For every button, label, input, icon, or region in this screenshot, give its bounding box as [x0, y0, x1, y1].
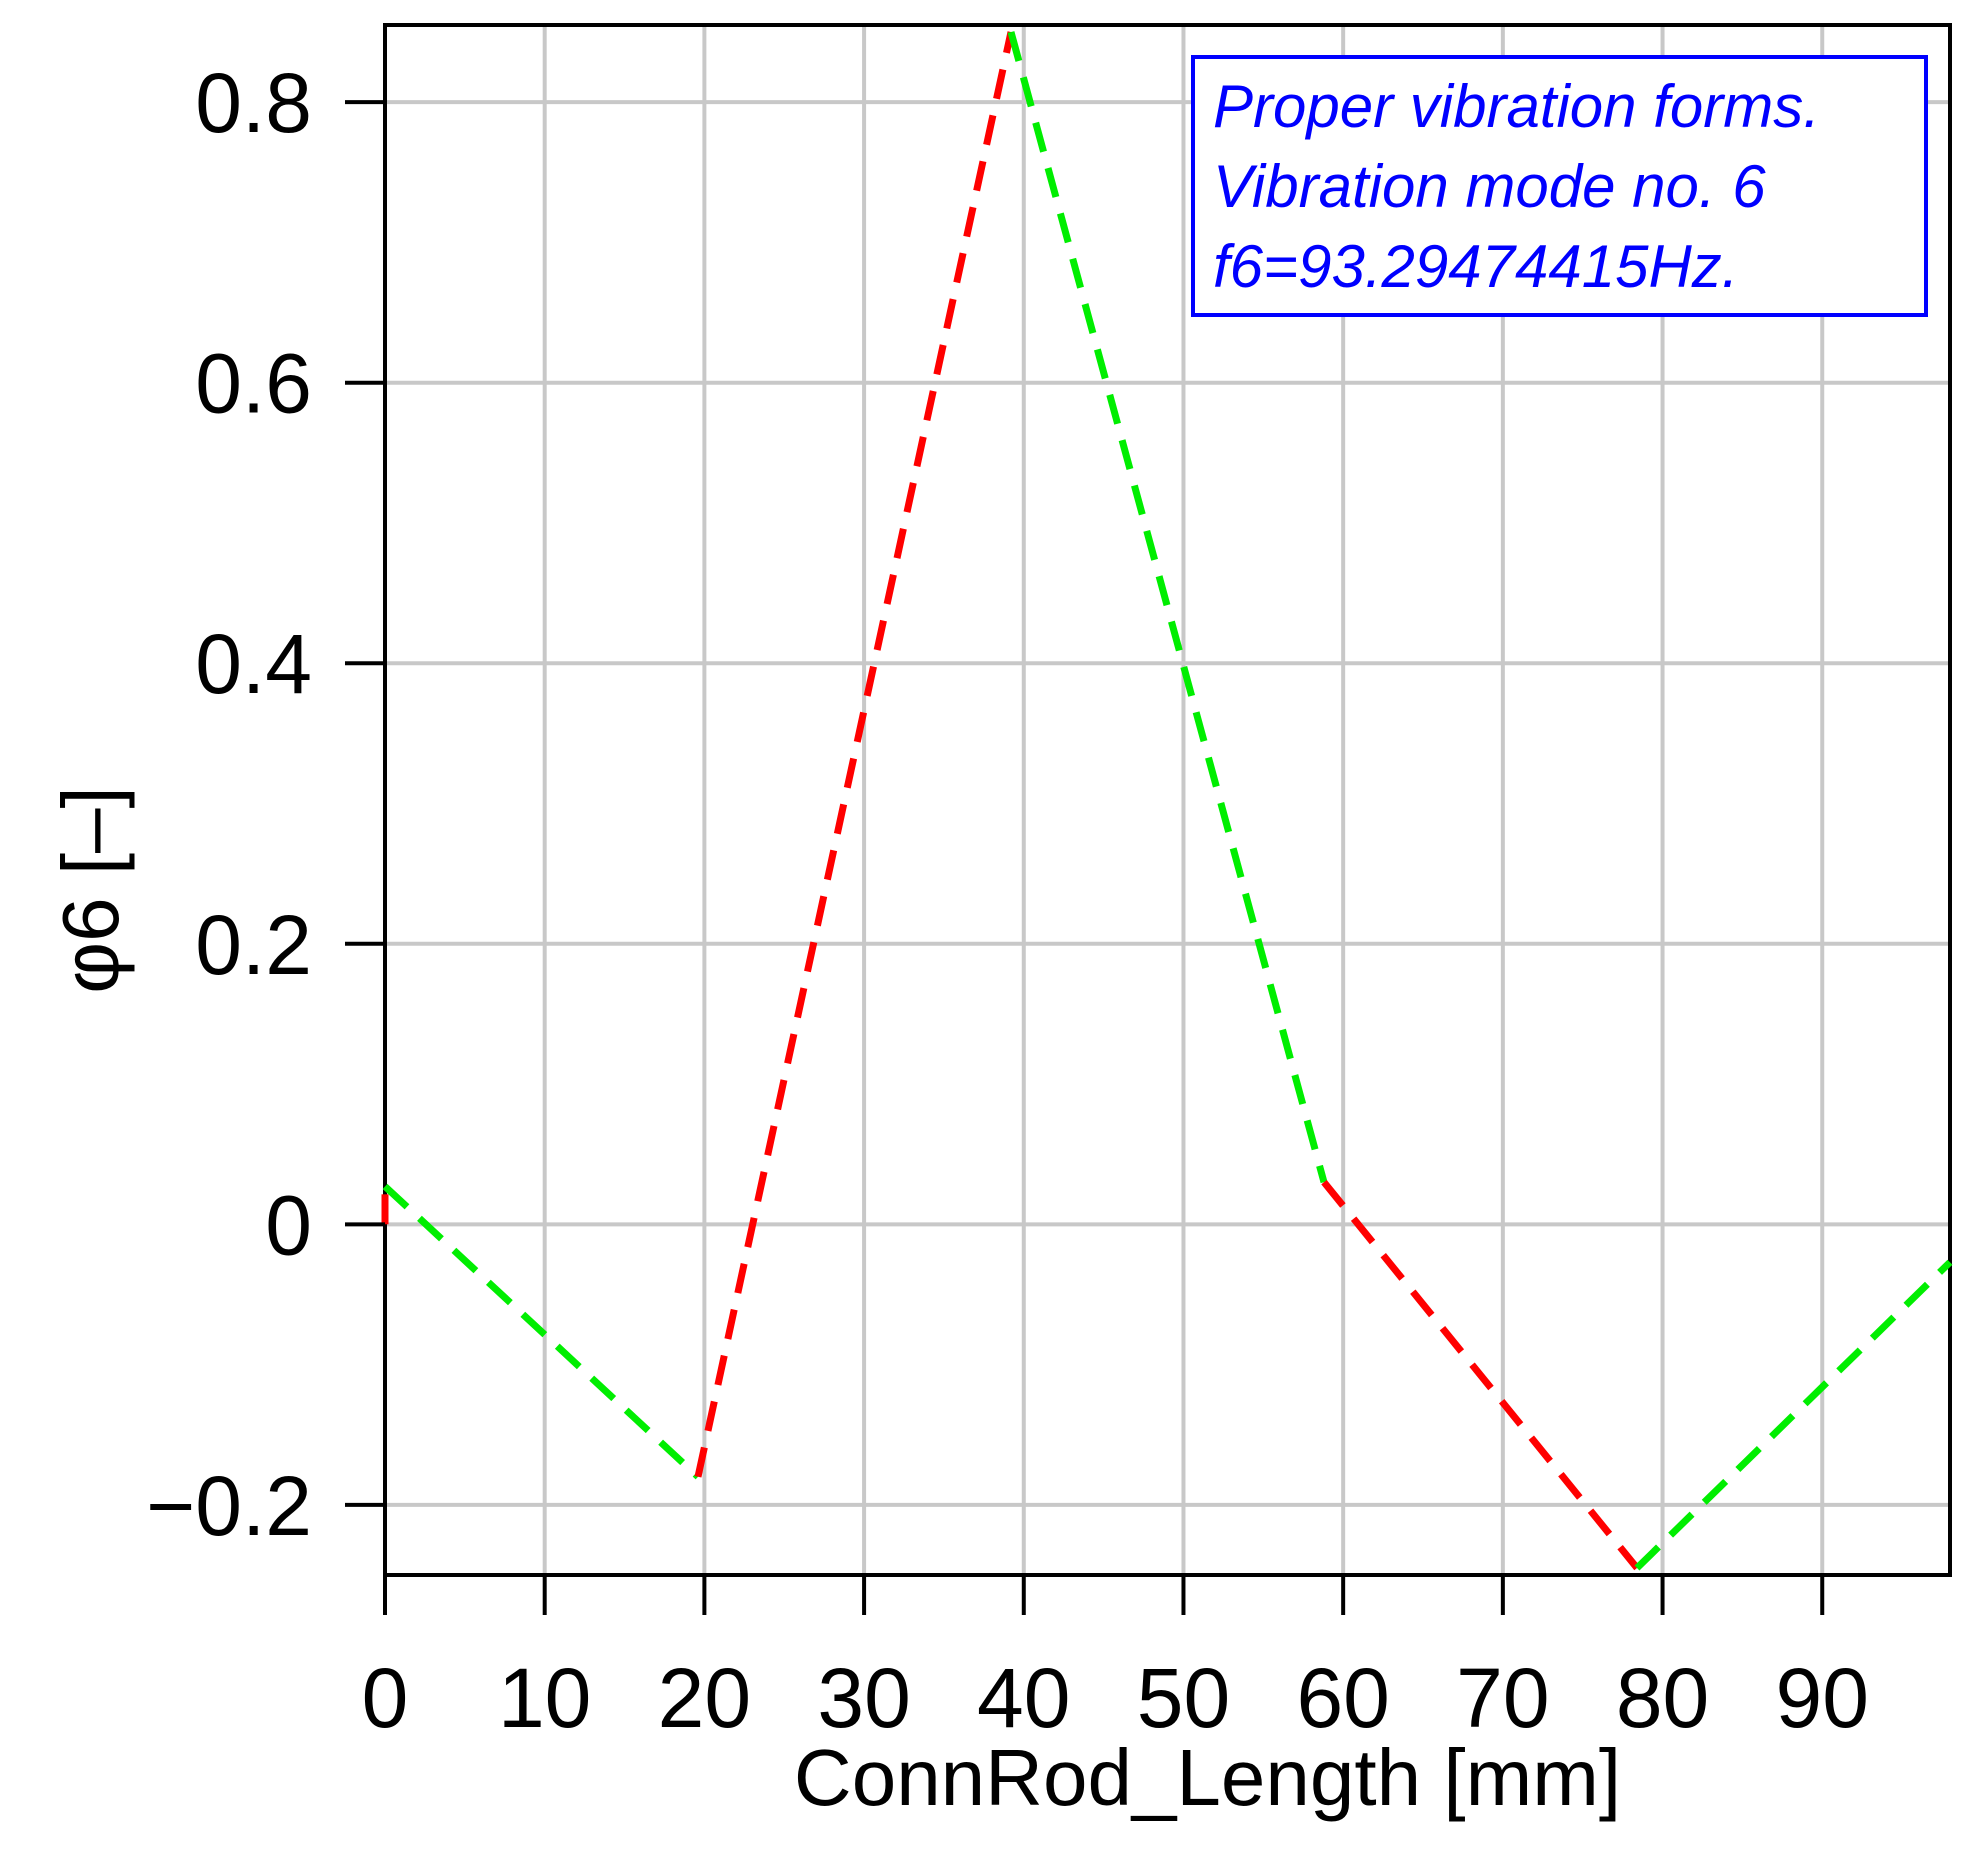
x-tick-label: 70 [1456, 1651, 1549, 1745]
plot-frame [383, 23, 1952, 1577]
y-tick-labels: −0.2 0 0.2 0.4 0.6 0.8 [146, 56, 312, 1553]
y-tick-label: 0 [265, 1178, 312, 1272]
x-tick-labels: 0 10 20 30 40 50 60 70 80 90 [362, 1651, 1869, 1745]
x-tick-label: 0 [362, 1651, 409, 1745]
series-line [382, 1183, 701, 1480]
x-tick-label: 10 [498, 1651, 591, 1745]
series-line [1634, 1259, 1953, 1571]
x-tick-label: 20 [658, 1651, 751, 1745]
y-tick-label: 0.2 [195, 898, 312, 992]
x-tick-label: 50 [1137, 1651, 1230, 1745]
y-tick-label: 0.6 [195, 337, 312, 431]
x-axis-title: ConnRod_Length [mm] [794, 1733, 1621, 1822]
y-tick-label: 0.4 [195, 617, 312, 711]
axis-ticks [345, 100, 1825, 1615]
legend-frame [1191, 55, 1928, 317]
x-tick-label: 80 [1616, 1651, 1709, 1745]
series-line [694, 31, 1015, 1478]
legend-box: Proper vibration forms. Vibration mode n… [1191, 55, 1928, 317]
legend-line-2: Vibration mode no. 6 [1213, 153, 1766, 220]
x-tick-label: 30 [817, 1651, 910, 1745]
x-tick-label: 60 [1296, 1651, 1389, 1745]
series-line [1007, 31, 1328, 1184]
grid [383, 25, 1950, 1575]
y-tick-label: −0.2 [146, 1459, 312, 1553]
series-line [1321, 1179, 1640, 1571]
x-tick-label: 40 [977, 1651, 1070, 1745]
y-axis-title: φ6 [–] [46, 786, 135, 994]
y-tick-label: 0.8 [195, 56, 312, 150]
series-layer [381, 31, 1953, 1571]
legend-line-1: Proper vibration forms. [1213, 73, 1820, 140]
legend-line-3: f6=93.29474415Hz. [1213, 233, 1738, 300]
x-tick-label: 90 [1776, 1651, 1869, 1745]
